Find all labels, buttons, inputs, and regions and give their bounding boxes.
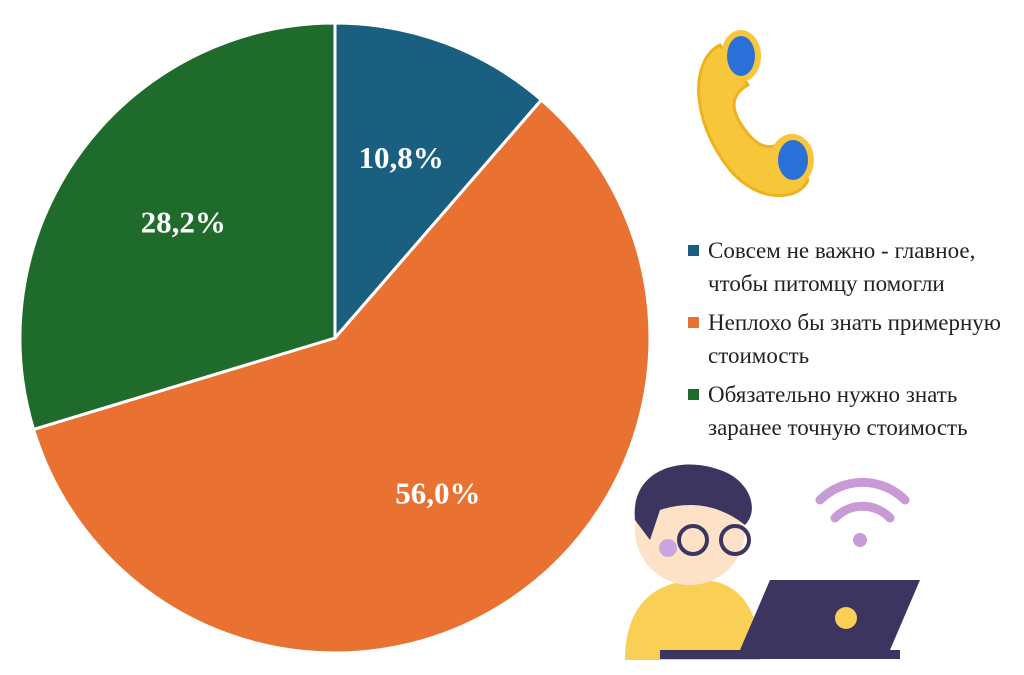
phone-icon — [697, 30, 814, 198]
data-label: 56,0% — [395, 476, 480, 511]
data-label: 10,8% — [358, 140, 443, 175]
pie-slice — [31, 97, 652, 655]
legend-label: Неплохо бы знать примерную стоимость — [708, 310, 1001, 368]
wifi-icon — [815, 477, 910, 547]
legend-item: Совсем не важно - главное, чтобы питомцу… — [688, 234, 1018, 300]
data-label: 28,2% — [141, 205, 226, 240]
legend-item: Неплохо бы знать примерную стоимость — [688, 306, 1018, 372]
pie: 10,8% 56,0% 28,2% — [18, 21, 652, 655]
pie-slice — [18, 21, 337, 432]
legend: Совсем не важно - главное, чтобы питомцу… — [688, 234, 1018, 450]
legend-swatch — [688, 317, 699, 328]
legend-swatch — [688, 245, 699, 256]
kid-illustration — [625, 464, 920, 660]
legend-item: Обязательно нужно знать заранее точную с… — [688, 378, 1018, 444]
pie-slice — [333, 21, 544, 343]
legend-swatch — [688, 389, 699, 400]
legend-label: Обязательно нужно знать заранее точную с… — [708, 382, 968, 440]
legend-label: Совсем не важно - главное, чтобы питомцу… — [708, 238, 976, 296]
